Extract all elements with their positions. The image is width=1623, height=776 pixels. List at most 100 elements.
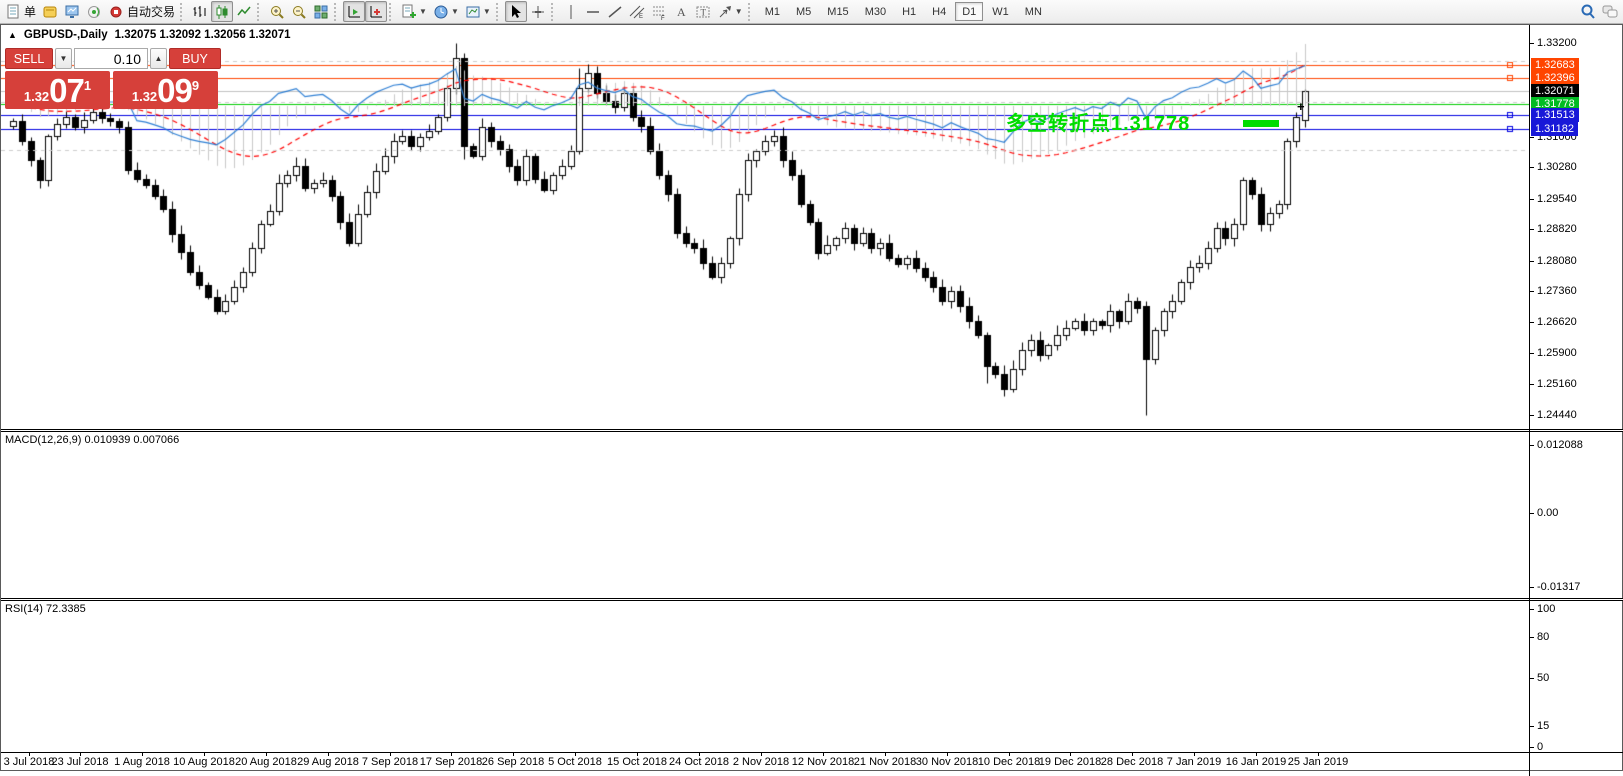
buy-price-display[interactable]: 1.32 09 9 [113, 71, 218, 109]
search-button[interactable] [1577, 1, 1599, 22]
timeframe-m30-button[interactable]: M30 [864, 5, 887, 18]
price-axis-tick [1530, 261, 1534, 262]
date-axis-label: 17 Sep 2018 [419, 756, 483, 768]
date-axis-label: 20 Aug 2018 [235, 756, 297, 768]
volume-decrease-button[interactable]: ▼ [55, 48, 72, 69]
date-axis-label: 10 Aug 2018 [173, 756, 235, 768]
timeframe-mn-button[interactable]: MN [1024, 5, 1042, 18]
cursor-icon [511, 4, 521, 18]
timeframe-d1-button[interactable]: D1 [955, 2, 984, 21]
toolbar-separator [334, 2, 341, 21]
text-label-button[interactable]: T [692, 1, 714, 22]
price-axis-label: 1.26620 [1537, 316, 1577, 328]
rsi-header: RSI(14) 72.3385 [5, 603, 86, 615]
indicators-button[interactable]: ▼ [398, 1, 430, 22]
periods-button[interactable]: ▼ [430, 1, 462, 22]
price-axis-tick [1530, 137, 1534, 138]
tile-windows-button[interactable] [310, 1, 332, 22]
market-watch-button[interactable] [61, 1, 83, 22]
horizontal-line-button[interactable] [582, 1, 604, 22]
trend-annotation-text[interactable]: 多空转折点1.31778 [1006, 113, 1191, 135]
signals-button[interactable] [83, 1, 105, 22]
macd-axis-label: -0.01317 [1537, 581, 1581, 593]
periods-dropdown-icon[interactable]: ▼ [450, 7, 459, 16]
timeframe-m15-button[interactable]: M15 [827, 5, 849, 18]
price-axis-label: 1.30280 [1537, 161, 1577, 173]
volume-input[interactable] [74, 48, 148, 69]
toolbar-separator [257, 2, 264, 21]
rsi-axis-label: 100 [1537, 603, 1556, 615]
timeframe-m1-button[interactable]: M1 [764, 5, 780, 18]
auto-scroll-button[interactable] [343, 1, 366, 22]
price-axis-tick [1530, 199, 1534, 200]
line-chart-button[interactable] [233, 1, 255, 22]
autotrading-button[interactable]: 自动交易 [105, 1, 178, 22]
timeframe-h1-button[interactable]: H1 [902, 5, 917, 18]
price-level-chip: 1.31182 [1531, 122, 1578, 136]
date-axis-tick [204, 752, 205, 756]
trend-annotation-bar[interactable] [1243, 120, 1279, 127]
toolbar-separator [389, 2, 396, 21]
shift-icon [370, 5, 383, 17]
sell-button[interactable]: SELL [5, 48, 53, 69]
indicators-dropdown-icon[interactable]: ▼ [419, 7, 427, 16]
date-axis-label: 24 Oct 2018 [669, 756, 729, 768]
volume-increase-button[interactable]: ▲ [150, 48, 167, 69]
sell-price-small: 1.32 [23, 89, 50, 104]
main-toolbar: 单 自动交易 ▼ ▼ ▼ E F A T ▼ M1 M5 M15 M30 H1 H4 D1 W1 MN [0, 0, 1623, 24]
date-axis-tick [451, 752, 452, 756]
cursor-button[interactable] [504, 1, 527, 22]
rsi-pane-canvas[interactable] [1, 25, 1529, 175]
autoscroll-icon [348, 5, 361, 17]
sell-price-display[interactable]: 1.32 07 1 [5, 71, 110, 109]
date-axis-label: 21 Nov 2018 [853, 756, 917, 768]
timeframe-w1-button[interactable]: W1 [992, 5, 1009, 18]
vertical-line-button[interactable] [560, 1, 582, 22]
equidistant-channel-button[interactable]: E [626, 1, 648, 22]
chart-profile-button[interactable] [39, 1, 61, 22]
templates-dropdown-icon[interactable]: ▼ [482, 7, 491, 16]
price-level-chip: 1.31778 [1531, 97, 1579, 111]
autotrading-label: 自动交易 [127, 5, 176, 19]
date-axis-label: 16 Jan 2019 [1225, 756, 1287, 768]
templates-button[interactable]: ▼ [462, 1, 494, 22]
crosshair-button[interactable] [527, 1, 549, 22]
macd-pane-separator[interactable] [1, 429, 1623, 432]
date-axis-tick [513, 752, 514, 756]
bar-chart-button[interactable] [189, 1, 211, 22]
buy-button[interactable]: BUY [169, 48, 221, 69]
one-click-panel-toggle-icon[interactable]: ▲ [8, 30, 17, 40]
candle-chart-button[interactable] [211, 1, 234, 22]
macd-axis-label: 0.00 [1537, 507, 1559, 519]
text-button[interactable]: A [670, 1, 692, 22]
textA-icon: A [677, 5, 686, 19]
price-axis-label: 1.25160 [1537, 378, 1577, 390]
timeframe-m5-button[interactable]: M5 [796, 5, 812, 18]
clock-icon [434, 5, 448, 18]
price-level-chip: 1.32071 [1531, 84, 1579, 98]
date-axis-label: 5 Oct 2018 [548, 756, 602, 768]
zoom-in-button[interactable] [266, 1, 288, 22]
timeframe-h4-button[interactable]: H4 [932, 5, 947, 18]
date-axis-tick [29, 752, 30, 756]
price-axis-tick [1530, 353, 1534, 354]
zoomout-icon [293, 5, 306, 19]
template-icon [466, 6, 480, 17]
crosshair-icon [531, 5, 544, 18]
toolbar-separator [550, 2, 558, 21]
arrows-dropdown-icon[interactable]: ▼ [734, 7, 743, 16]
arrows-button[interactable]: ▼ [714, 1, 746, 22]
sell-price-sup: 1 [83, 78, 92, 93]
new-order-button[interactable]: 单 [2, 1, 39, 22]
price-axis-label: 1.28080 [1537, 255, 1577, 267]
chat-button[interactable] [1599, 1, 1621, 22]
chart-shift-button[interactable] [365, 1, 388, 22]
trendline-button[interactable] [604, 1, 626, 22]
fibonacci-button[interactable]: F [648, 1, 670, 22]
zoom-out-button[interactable] [288, 1, 310, 22]
date-axis-label: 15 Oct 2018 [607, 756, 667, 768]
date-axis-label: 19 Dec 2018 [1038, 756, 1102, 768]
date-axis-tick [1009, 752, 1010, 756]
rsi-pane-separator[interactable] [1, 598, 1623, 601]
